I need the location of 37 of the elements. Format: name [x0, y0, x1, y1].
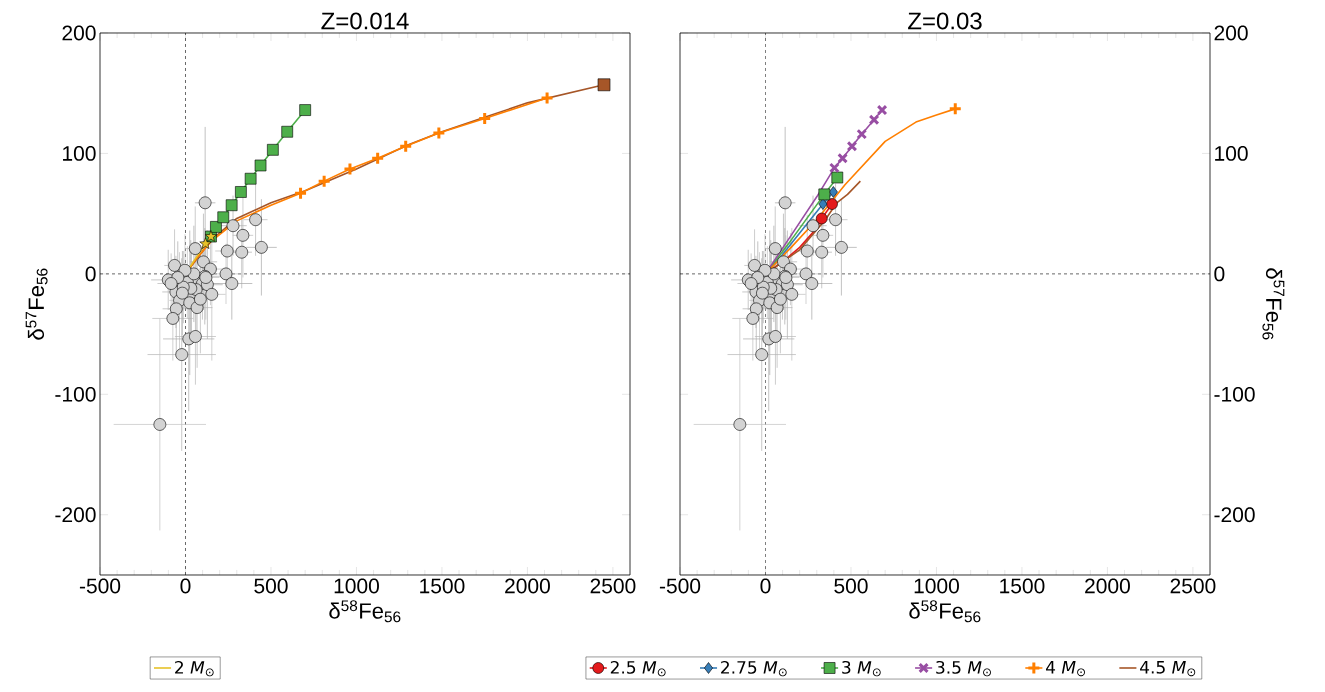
legend-label: 3.5 M$_{⊙}$: [936, 660, 991, 677]
chart-title: Z=0.014: [321, 12, 409, 30]
y-tick-label: 200: [62, 25, 96, 41]
y2-tick-label: 0: [1214, 266, 1225, 282]
x-tick-label: 1000: [914, 578, 959, 594]
legend-label: 4.5 M$_{⊙}$: [1140, 661, 1196, 677]
x-tick-label: 2000: [1085, 578, 1130, 594]
y2-tick-label: -200: [1214, 507, 1255, 523]
x-tick-label: 500: [834, 578, 868, 594]
x-tick-label: 0: [180, 578, 191, 594]
legend-label: 4 M$_{⊙}$: [1046, 661, 1085, 677]
x-tick-label: 500: [254, 578, 288, 594]
x-tick-label: 1500: [1000, 578, 1045, 594]
x-axis-title: δ$^{58}$Fe$_{56}$: [909, 600, 981, 623]
y2-tick-label: 200: [1214, 25, 1248, 41]
y2-tick-label: 100: [1215, 146, 1248, 161]
chart-title: Z=0.03: [908, 12, 982, 30]
x-tick-label: -500: [79, 578, 121, 594]
y-tick-label: -100: [55, 386, 96, 402]
x-tick-label: 2500: [590, 578, 636, 594]
x-axis-title: δ$^{58}$Fe$_{56}$: [329, 600, 401, 623]
legend-label: 2 M$_{⊙}$: [175, 660, 214, 677]
y2-axis-title: δ$^{57}$Fe$_{56}$: [1262, 268, 1285, 340]
x-tick-label: 2000: [505, 578, 550, 594]
x-tick-label: 2500: [1170, 578, 1216, 594]
x-tick-label: 1000: [334, 578, 379, 594]
x-tick-label: 0: [760, 578, 771, 594]
y-axis-title: δ$^{57}$Fe$_{56}$: [25, 268, 48, 340]
y2-tick-label: -100: [1214, 386, 1255, 402]
y-tick-label: -200: [55, 507, 96, 523]
y-tick-label: 100: [63, 146, 96, 161]
x-tick-label: 1500: [420, 578, 465, 594]
x-tick-label: -500: [659, 578, 701, 594]
legend-label: 3 M$_{⊙}$: [842, 660, 881, 677]
legend-label: 2.5 M$_{⊙}$: [610, 660, 666, 677]
y-tick-label: 0: [85, 266, 96, 282]
legend-label: 2.75 M$_{⊙}$: [721, 660, 787, 677]
